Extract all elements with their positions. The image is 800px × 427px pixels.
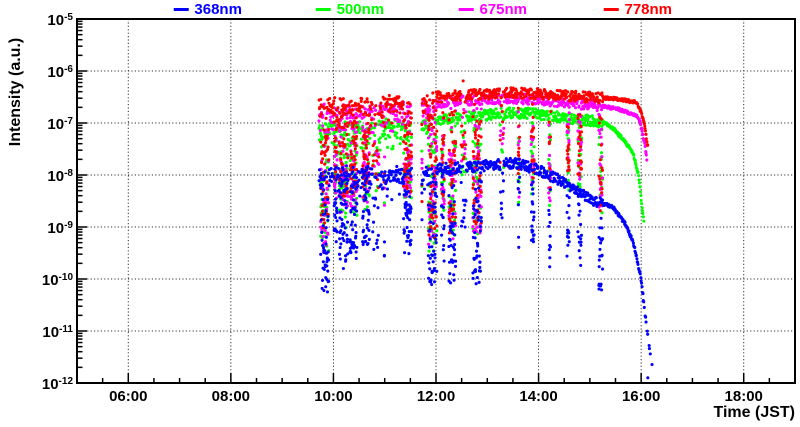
x-tick-label-1800: 18:00 [724, 388, 763, 405]
y-tick-label-1e-6: 10-6 [47, 64, 73, 81]
x-tick-label-1600: 16:00 [621, 388, 661, 405]
y-axis-title: Intensity (a.u.) [7, 37, 24, 147]
legend-line-icon-368nm [173, 8, 189, 11]
y-tick-label-1e-11: 10-11 [42, 324, 73, 341]
y-tick-label-1e-5: 10-5 [47, 12, 73, 29]
y-tick-label-1e-12: 10-12 [41, 376, 73, 393]
legend-line-icon-675nm [458, 8, 474, 11]
legend-label-368nm: 368nm [194, 1, 242, 18]
x-tick-label-1000: 10:00 [314, 388, 353, 405]
legend-label-778nm: 778nm [624, 1, 673, 18]
legend-line-icon-500nm [315, 8, 331, 11]
x-axis-title: Time (JST) [713, 404, 796, 421]
legend-entry-368nm: 368nm [173, 1, 242, 18]
legend-entry-778nm: 778nm [603, 1, 672, 18]
y-tick-label-1e-7: 10-7 [47, 116, 73, 133]
x-tick-label-0600: 06:00 [109, 388, 148, 405]
x-tick-label-1200: 12:00 [416, 388, 456, 405]
legend-label-500nm: 500nm [336, 1, 385, 18]
legend-label-675nm: 675nm [479, 1, 527, 18]
y-tick-label-1e-9: 10-9 [47, 220, 73, 237]
y-tick-label-1e-10: 10-10 [41, 272, 73, 289]
x-tick-label-1400: 14:00 [519, 388, 558, 405]
legend-line-icon-778nm [603, 8, 619, 11]
y-tick-label-1e-8: 10-8 [47, 168, 73, 185]
x-tick-label-0800: 08:00 [211, 388, 251, 405]
legend-entry-675nm: 675nm [458, 1, 527, 18]
legend-entry-500nm: 500nm [315, 1, 385, 18]
